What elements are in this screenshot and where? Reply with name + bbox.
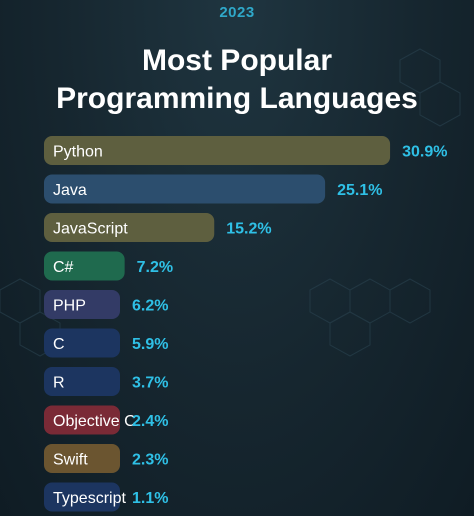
category-label-c-: C# <box>53 259 74 276</box>
bar-c <box>44 328 120 358</box>
bar-typescript <box>44 482 120 512</box>
bar-php <box>44 290 120 319</box>
category-label-typescript: Typescript <box>53 490 126 507</box>
value-label-java: 25.1% <box>337 182 382 199</box>
value-label-c-: 7.2% <box>137 259 173 276</box>
value-label-objective-c: 2.4% <box>132 413 168 430</box>
bar-c- <box>44 251 125 281</box>
category-label-java: Java <box>53 182 87 199</box>
category-label-javascript: JavaScript <box>53 221 128 238</box>
category-label-c: C <box>53 336 65 353</box>
chart-title: Most Popular Programming Languages <box>0 42 474 118</box>
value-label-javascript: 15.2% <box>226 221 271 238</box>
bar-python <box>44 136 391 165</box>
value-label-python: 30.9% <box>402 144 447 161</box>
category-label-python: Python <box>53 144 103 161</box>
year-label: 2023 <box>219 4 255 21</box>
bar-swift <box>44 444 120 473</box>
category-label-r: R <box>53 375 65 392</box>
value-label-swift: 2.3% <box>132 452 168 469</box>
title-line-1: Most Popular <box>141 44 332 77</box>
category-label-swift: Swift <box>53 452 88 469</box>
value-label-c: 5.9% <box>132 336 168 353</box>
bar-javascript <box>44 213 215 242</box>
value-label-php: 6.2% <box>132 298 168 315</box>
value-label-r: 3.7% <box>132 375 168 392</box>
value-label-typescript: 1.1% <box>132 490 168 507</box>
bar-objective-c <box>44 405 120 435</box>
bar-r <box>44 367 120 396</box>
category-label-php: PHP <box>53 298 86 315</box>
bar-java <box>44 174 326 204</box>
title-line-2: Programming Languages <box>56 82 418 115</box>
category-label-objective-c: Objective C <box>53 413 136 430</box>
